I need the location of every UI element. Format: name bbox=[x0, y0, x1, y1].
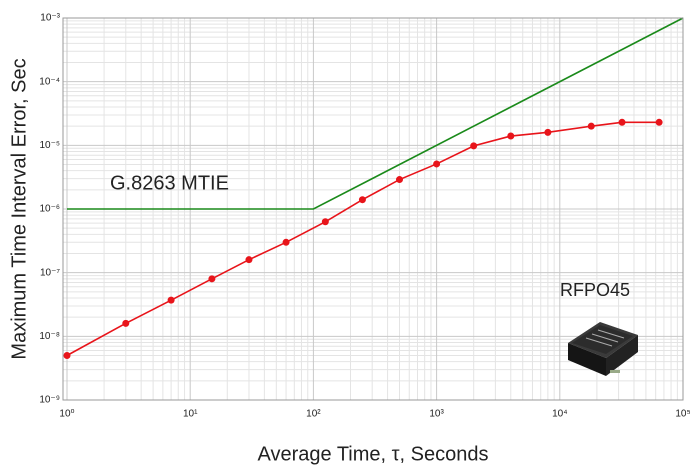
data-point bbox=[282, 238, 290, 246]
y-tick-label: 10⁻³ bbox=[40, 13, 60, 24]
x-tick-label: 10⁵ bbox=[675, 409, 690, 420]
data-point bbox=[358, 196, 366, 204]
data-point bbox=[167, 296, 175, 304]
data-point bbox=[618, 118, 626, 126]
x-axis-label: Average Time, τ, Seconds bbox=[258, 443, 489, 465]
data-point bbox=[587, 122, 595, 130]
data-point bbox=[544, 128, 552, 136]
data-point bbox=[655, 118, 663, 126]
data-point bbox=[321, 218, 329, 226]
series-line bbox=[66, 121, 660, 357]
data-point bbox=[433, 160, 441, 168]
series-line bbox=[67, 17, 684, 210]
x-tick-label: 10⁴ bbox=[552, 409, 567, 420]
data-point bbox=[63, 351, 71, 359]
data-point bbox=[396, 176, 404, 184]
y-tick-label: 10⁻⁶ bbox=[39, 204, 60, 215]
y-axis-label: Maximum Time Interval Error, Sec bbox=[8, 58, 30, 359]
annotation: RFPO45 bbox=[560, 280, 630, 300]
y-tick-label: 10⁻⁹ bbox=[39, 395, 60, 406]
x-tick-label: 10¹ bbox=[183, 409, 198, 420]
y-tick-label: 10⁻⁷ bbox=[40, 267, 60, 278]
annotation: G.8263 MTIE bbox=[110, 172, 229, 194]
plot-border bbox=[62, 17, 684, 401]
y-tick-label: 10⁻⁵ bbox=[39, 140, 60, 151]
x-tick-label: 10⁰ bbox=[59, 409, 74, 420]
marks bbox=[63, 17, 684, 359]
data-point bbox=[507, 132, 515, 140]
y-tick-label: 10⁻⁴ bbox=[39, 76, 60, 87]
data-point bbox=[122, 319, 130, 327]
x-tick-label: 10² bbox=[306, 409, 321, 420]
y-tick-label: 10⁻⁸ bbox=[39, 331, 60, 342]
data-point bbox=[470, 142, 478, 150]
data-point bbox=[208, 275, 216, 283]
chip-image bbox=[568, 322, 638, 376]
data-point bbox=[245, 256, 253, 264]
x-tick-label: 10³ bbox=[429, 409, 444, 420]
